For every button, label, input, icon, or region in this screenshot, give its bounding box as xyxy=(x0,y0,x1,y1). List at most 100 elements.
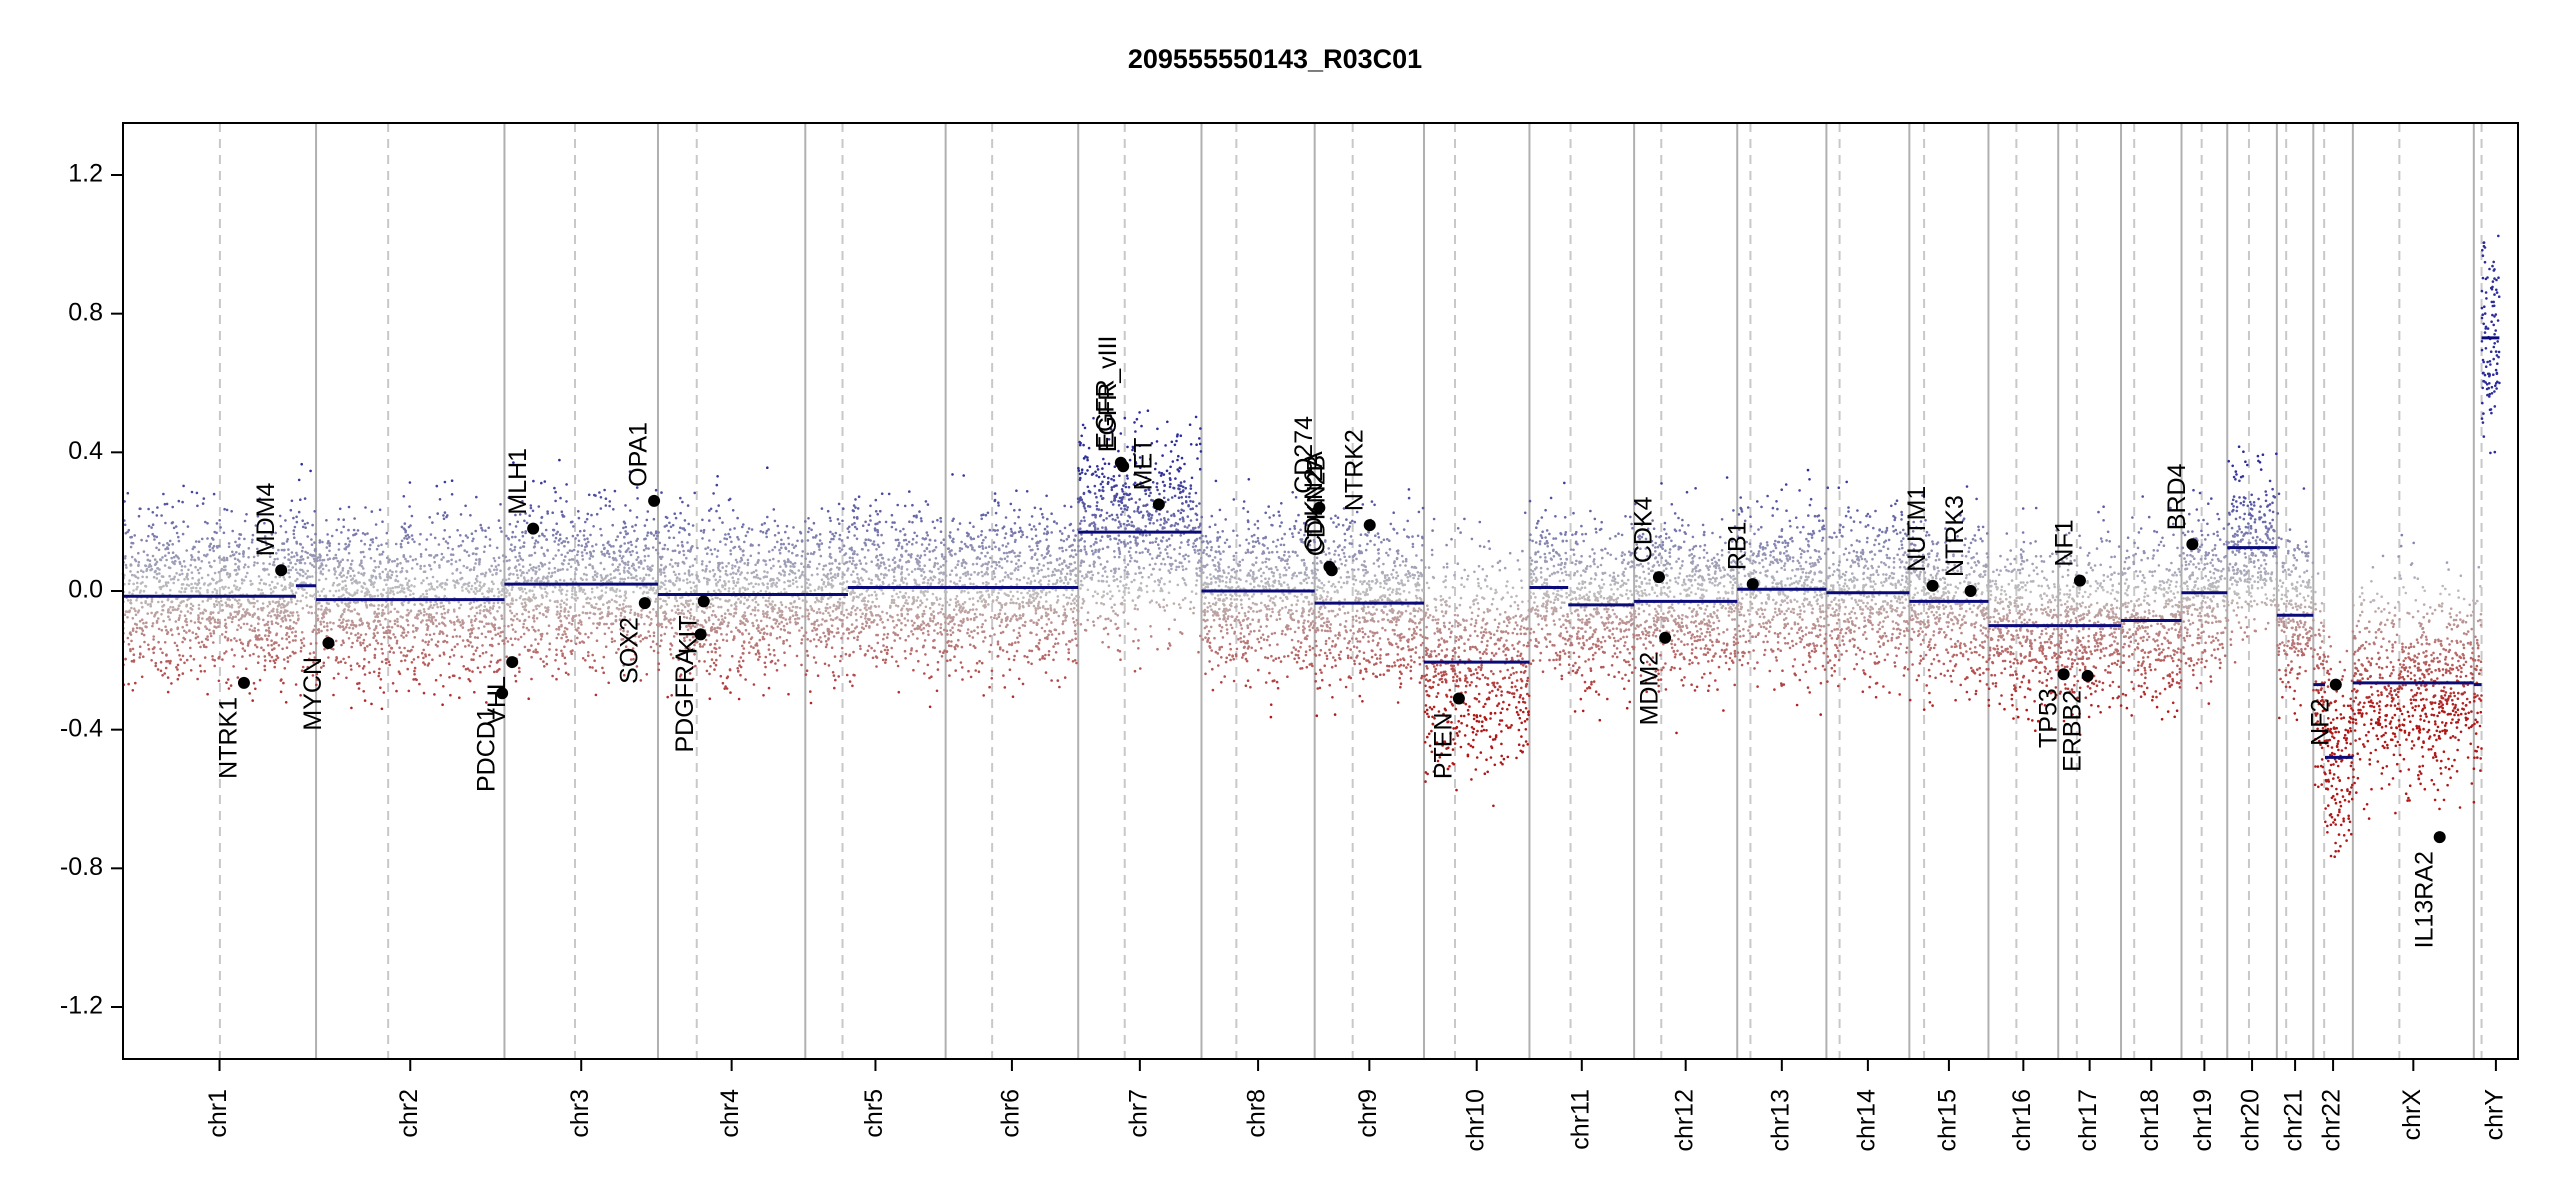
probe-point xyxy=(469,627,473,631)
probe-point xyxy=(294,639,297,642)
probe-point xyxy=(741,621,745,625)
probe-point xyxy=(395,639,399,643)
probe-point xyxy=(405,537,409,540)
probe-point xyxy=(708,605,712,609)
probe-point xyxy=(589,554,593,558)
probe-point xyxy=(280,548,284,552)
probe-point xyxy=(518,513,522,516)
probe-point xyxy=(170,556,173,560)
probe-point xyxy=(559,568,562,572)
probe-point xyxy=(527,596,531,599)
probe-point xyxy=(726,609,730,612)
probe-point xyxy=(767,686,771,690)
probe-point xyxy=(836,566,839,569)
probe-point xyxy=(275,608,279,611)
probe-point xyxy=(197,550,200,554)
probe-point xyxy=(553,570,557,574)
probe-point xyxy=(178,573,182,576)
probe-point xyxy=(406,533,410,537)
probe-point xyxy=(390,573,394,577)
probe-point xyxy=(708,570,712,573)
probe-point xyxy=(305,604,309,607)
probe-point xyxy=(476,547,479,550)
probe-point xyxy=(206,635,209,638)
probe-point xyxy=(359,643,363,647)
probe-point xyxy=(828,614,832,617)
probe-point xyxy=(508,559,511,562)
probe-point xyxy=(124,531,128,535)
probe-point xyxy=(170,628,173,631)
probe-point xyxy=(620,638,623,641)
probe-point xyxy=(478,558,481,562)
probe-point xyxy=(523,605,527,608)
probe-point xyxy=(1030,528,1033,531)
probe-point xyxy=(537,642,540,646)
probe-point xyxy=(324,610,327,614)
probe-point xyxy=(637,614,640,617)
probe-point xyxy=(924,605,928,609)
probe-point xyxy=(668,521,671,525)
probe-point xyxy=(283,585,287,589)
probe-point xyxy=(595,639,599,642)
probe-point xyxy=(334,589,338,593)
probe-point xyxy=(304,572,307,576)
probe-point xyxy=(712,609,715,613)
probe-point xyxy=(1039,507,1042,511)
probe-point xyxy=(420,581,423,585)
probe-point xyxy=(519,500,523,504)
probe-point xyxy=(324,606,328,610)
probe-point xyxy=(501,639,504,642)
probe-point xyxy=(695,573,698,577)
probe-point xyxy=(530,567,533,570)
probe-point xyxy=(353,592,357,596)
probe-point xyxy=(475,646,479,650)
probe-point xyxy=(610,630,613,634)
probe-point xyxy=(221,585,224,589)
probe-point xyxy=(728,535,732,539)
probe-point xyxy=(743,623,747,626)
probe-point xyxy=(326,533,329,536)
probe-point xyxy=(449,693,452,697)
probe-point xyxy=(1015,601,1018,605)
probe-point xyxy=(450,648,454,652)
probe-point xyxy=(301,519,305,522)
probe-point xyxy=(1046,567,1050,571)
probe-point xyxy=(1058,529,1062,533)
probe-point xyxy=(761,596,765,599)
probe-point xyxy=(879,509,882,513)
probe-point xyxy=(548,561,551,565)
probe-point xyxy=(248,654,252,657)
probe-point xyxy=(236,628,239,632)
probe-point xyxy=(757,609,760,612)
probe-point xyxy=(375,624,378,628)
probe-point xyxy=(806,539,810,542)
probe-point xyxy=(753,609,757,612)
probe-point xyxy=(496,669,500,672)
probe-point xyxy=(476,636,480,639)
probe-point xyxy=(782,639,785,643)
probe-point xyxy=(778,571,781,575)
probe-point xyxy=(678,531,681,534)
probe-point xyxy=(729,572,732,576)
probe-point xyxy=(734,601,738,604)
probe-point xyxy=(316,661,320,664)
probe-point xyxy=(578,529,582,533)
probe-point xyxy=(467,678,471,681)
probe-point xyxy=(215,591,219,595)
probe-point xyxy=(506,640,510,643)
probe-point xyxy=(687,599,690,603)
probe-point xyxy=(553,540,556,543)
probe-point xyxy=(235,639,238,643)
probe-point xyxy=(628,470,632,473)
probe-point xyxy=(725,565,728,568)
probe-point xyxy=(799,530,802,534)
probe-point xyxy=(170,600,174,603)
probe-point xyxy=(181,583,185,586)
probe-point xyxy=(145,569,148,573)
probe-point xyxy=(220,603,224,607)
probe-point xyxy=(792,546,796,549)
probe-point xyxy=(331,583,335,587)
probe-point xyxy=(232,553,236,556)
probe-point xyxy=(419,532,422,536)
probe-point xyxy=(731,576,734,579)
